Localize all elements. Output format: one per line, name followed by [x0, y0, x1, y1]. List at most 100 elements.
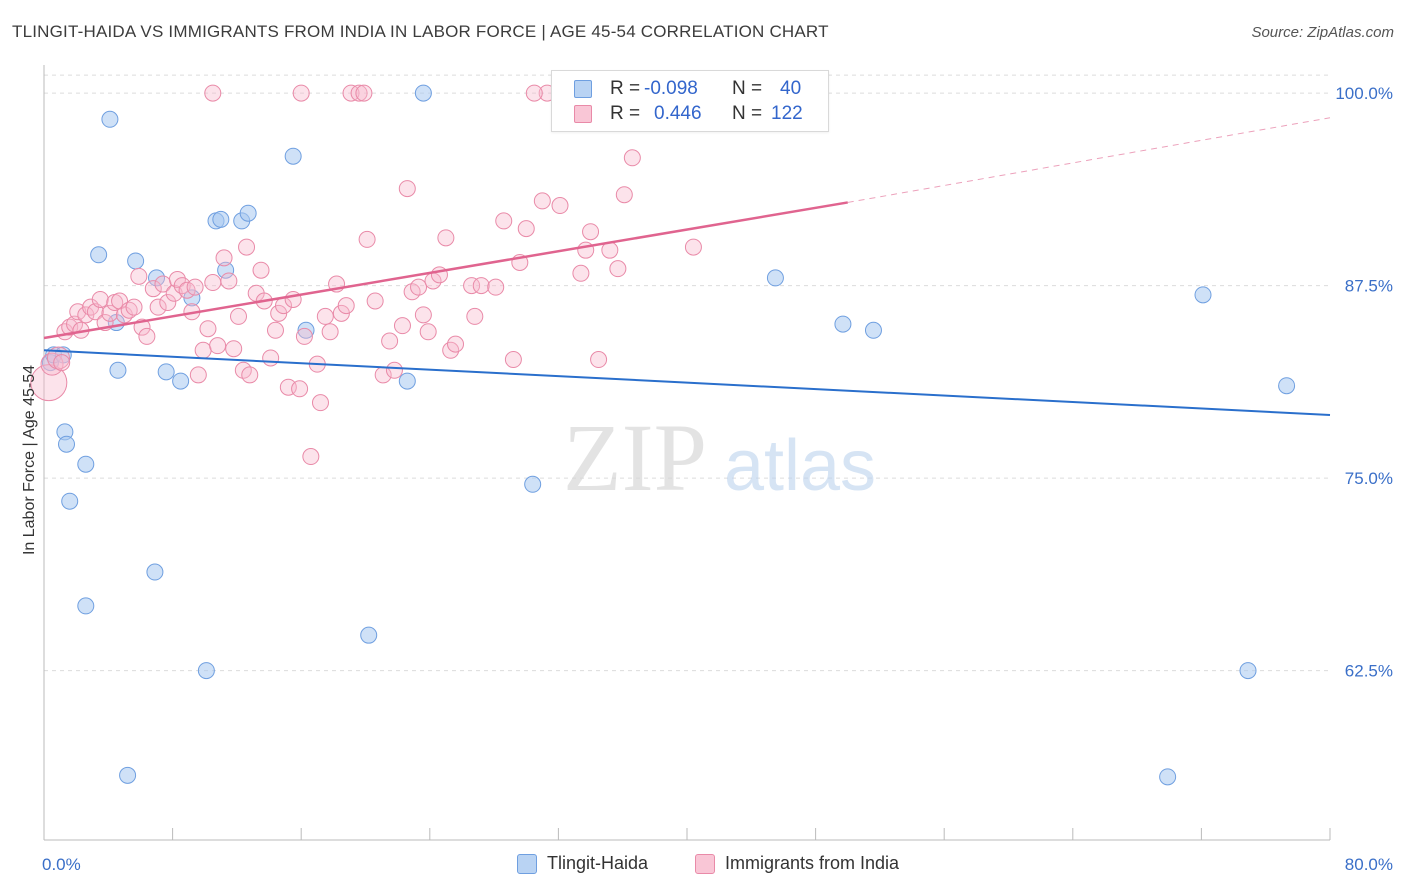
tlingit-haida-point [146, 563, 164, 581]
india-point [204, 84, 222, 102]
india-point [209, 337, 227, 355]
india-point [414, 306, 432, 324]
tlingit-haida-point [834, 315, 852, 333]
india-point [311, 394, 329, 412]
bottom-legend-swatch-blue [517, 854, 537, 874]
legend-r-label: R = [610, 78, 641, 99]
india-point [46, 346, 70, 370]
india-point [295, 327, 313, 345]
tlingit-haida-point [297, 321, 315, 339]
india-point [125, 298, 143, 316]
tlingit-haida-point [127, 252, 145, 270]
india-point [615, 186, 633, 204]
india-point [194, 341, 212, 359]
tlingit-haida-point [101, 110, 119, 128]
bottom-legend-label: Immigrants from India [725, 853, 900, 873]
india-point [684, 238, 702, 256]
tlingit-haida-point [172, 372, 190, 390]
axes [43, 65, 1331, 841]
legend-swatch-pink [574, 105, 592, 123]
tlingit-haida-point [1194, 286, 1212, 304]
india-point [220, 272, 238, 290]
india-point [241, 366, 259, 384]
india-point [130, 267, 148, 285]
y-axis-label: In Labor Force | Age 45-54 [21, 364, 38, 556]
x-tick-label: 80.0% [1345, 855, 1393, 874]
tlingit-haida-point [1159, 768, 1177, 786]
india-point [533, 192, 551, 210]
tlingit-haida-point [1239, 662, 1257, 680]
tlingit-haida-point [197, 662, 215, 680]
tlingit-haida-point [157, 363, 175, 381]
tlingit-haida-point [1278, 377, 1296, 395]
india-point [53, 354, 71, 372]
india-point [316, 307, 334, 325]
tlingit-haida-points [41, 84, 1296, 786]
india-point [472, 277, 490, 295]
legend-swatch-blue [574, 80, 592, 98]
tlingit-haida-point [524, 475, 542, 493]
india-point [623, 149, 641, 167]
correlation-legend: R = -0.098 N = 40 R = 0.446 N = 122 [551, 70, 829, 132]
legend-n-value: 40 [780, 78, 802, 99]
legend-r-label: R = [610, 103, 641, 124]
india-point [355, 84, 373, 102]
india-point [252, 261, 270, 279]
india-point [225, 340, 243, 358]
india-point [189, 366, 207, 384]
tlingit-haida-point [414, 84, 432, 102]
india-point [572, 264, 590, 282]
tlingit-haida-point [148, 269, 166, 287]
india-point [138, 327, 156, 345]
india-point [609, 260, 627, 278]
tlingit-haida-point [61, 492, 79, 510]
india-point [101, 304, 119, 322]
india-point [291, 380, 309, 398]
india-point [525, 84, 543, 102]
x-tick-label: 0.0% [42, 855, 81, 874]
tlingit-haida-point [77, 597, 95, 615]
india-point [463, 277, 481, 295]
india-point [120, 301, 138, 319]
india-point [292, 84, 310, 102]
india-point [466, 307, 484, 325]
india-point [366, 292, 384, 310]
y-tick-label: 75.0% [1345, 469, 1393, 488]
india-point [487, 278, 505, 296]
india-point [61, 318, 79, 336]
tlingit-haida-point [239, 204, 257, 222]
tlingit-haida-point [58, 435, 76, 453]
india-point [437, 229, 455, 247]
legend-n-value: 122 [771, 103, 803, 124]
y-tick-label: 100.0% [1335, 84, 1393, 103]
india-point [266, 321, 284, 339]
india-point [504, 351, 522, 369]
india-point [199, 320, 217, 338]
watermark: ZIP atlas [563, 404, 876, 511]
india-trend-extension [847, 117, 1331, 203]
tlingit-haida-point [360, 626, 378, 644]
watermark-zip: ZIP [563, 404, 707, 511]
tlingit-haida-point [212, 210, 230, 228]
india-point [393, 317, 411, 335]
india-point [410, 278, 428, 296]
india-point [551, 197, 569, 215]
tlingit-haida-point [864, 321, 882, 339]
india-point [590, 351, 608, 369]
india-point [144, 280, 162, 298]
india-point [419, 323, 437, 341]
india-point [337, 297, 355, 315]
india-point [517, 220, 535, 238]
india-point [91, 290, 109, 308]
india-point [350, 84, 368, 102]
legend-n-label: N = [732, 78, 763, 99]
india-point [149, 298, 167, 316]
legend-r-value: 0.446 [654, 103, 702, 124]
india-point [302, 448, 320, 466]
india-point [495, 212, 513, 230]
india-point [381, 332, 399, 350]
tlingit-haida-point [109, 361, 127, 379]
bottom-legend-swatch-pink [695, 854, 715, 874]
india-point [582, 223, 600, 241]
